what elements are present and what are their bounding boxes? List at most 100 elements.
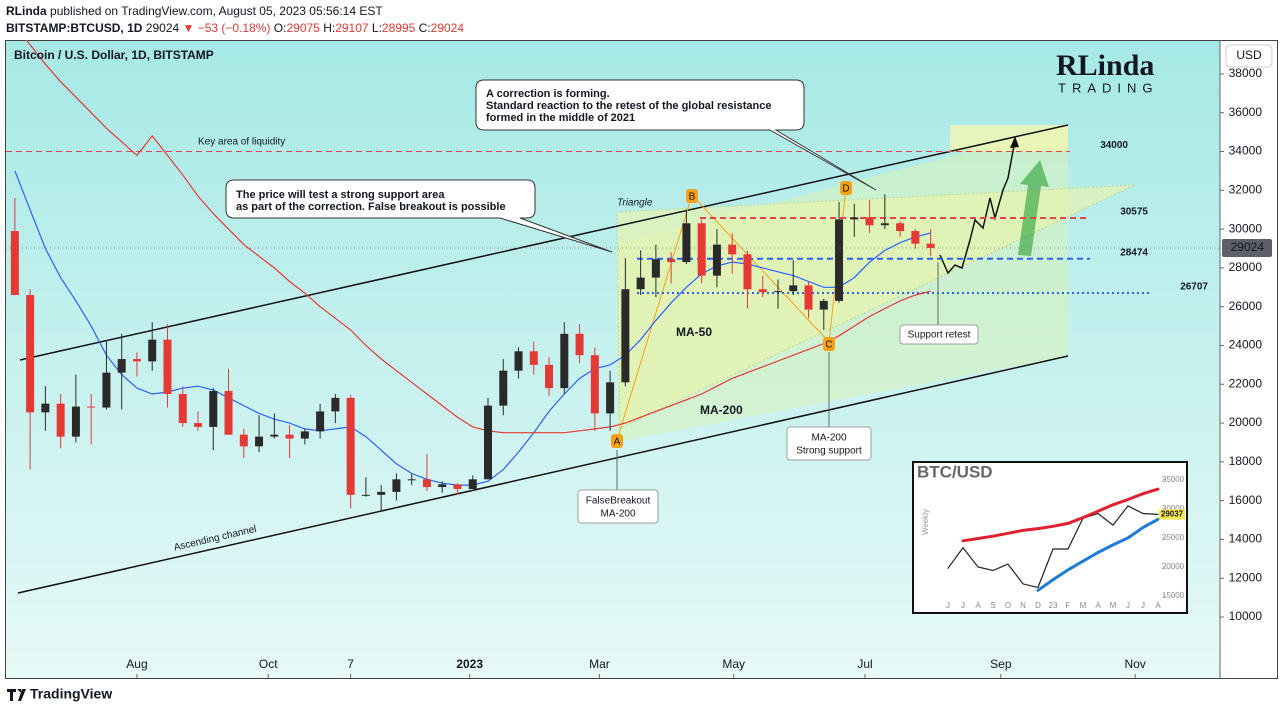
x-tick-label: Oct	[259, 657, 278, 671]
chart-frame	[5, 40, 1278, 679]
inset-y-tick-label: 35000	[1162, 475, 1185, 484]
candle-body	[850, 217, 859, 220]
candle-body	[468, 479, 477, 489]
candle-body	[682, 223, 691, 263]
candle-body	[26, 295, 35, 413]
candle-body	[178, 393, 187, 424]
x-tick-label: Aug	[126, 657, 147, 671]
candle-body	[331, 397, 340, 412]
ohlc-label: H:	[323, 21, 335, 35]
ohlc-value: 29075	[286, 21, 320, 35]
inset-y-tick-label: 15000	[1162, 591, 1185, 600]
candle-body	[636, 277, 645, 290]
ohlc-value: 29107	[335, 21, 369, 35]
candle-body	[712, 244, 721, 276]
candle-body	[132, 359, 141, 362]
candle-body	[621, 289, 630, 383]
forecast-arrowhead	[1010, 136, 1019, 148]
symbol: BITSTAMP:BTCUSD, 1D	[6, 21, 143, 35]
candle-body	[804, 285, 813, 310]
candle-body	[911, 231, 920, 244]
candle-body	[194, 423, 203, 427]
point-label: C	[825, 340, 832, 351]
inset-y-tick-label: 20000	[1162, 562, 1185, 571]
brand-icon	[7, 689, 26, 701]
ohlc-value: 28995	[382, 21, 416, 35]
candle-body	[41, 403, 50, 413]
y-tick-label: 28000	[1229, 260, 1263, 274]
candle-body	[117, 359, 126, 373]
candle-body	[880, 223, 889, 226]
x-tick-label: Sep	[990, 657, 1012, 671]
candle-body	[483, 405, 492, 480]
logo-name: RLinda	[1056, 49, 1154, 82]
point-label: D	[842, 184, 849, 195]
inset-line	[1036, 517, 1160, 592]
inset-x-label: F	[1066, 601, 1071, 610]
inset-x-label: J	[961, 601, 965, 610]
candle-body	[224, 391, 233, 435]
candle-body	[651, 259, 660, 278]
level-label: 28474	[1120, 247, 1148, 258]
candle-body	[316, 411, 325, 432]
inset-x-label: J	[1141, 601, 1145, 610]
candle-body	[545, 364, 554, 389]
inset-x-label: A	[975, 601, 981, 610]
channel-bottom	[17, 355, 1069, 594]
candle-body	[896, 223, 905, 232]
y-tick-label: 38000	[1229, 66, 1263, 80]
candle-body	[148, 339, 157, 362]
candle-body	[209, 391, 218, 427]
inset-line	[961, 487, 1160, 543]
inset-y-tick-label: 25000	[1162, 533, 1185, 542]
liquidity-label: Key area of liquidity	[198, 137, 285, 148]
inset-x-label: D	[1035, 601, 1041, 610]
inset-y-tick-label: 30000	[1162, 504, 1185, 513]
candle-body	[575, 333, 584, 356]
point-badge	[611, 434, 623, 448]
last: 29024	[146, 21, 180, 35]
change: ▼ −53 (−0.18%)	[183, 21, 271, 35]
point-label: A	[614, 437, 621, 448]
ma-line	[25, 40, 931, 434]
callout-text: formed in the middle of 2021	[486, 112, 635, 124]
candle-body	[773, 291, 782, 293]
candle-body	[835, 219, 844, 301]
candle-body	[758, 289, 767, 293]
y-tick-label: 16000	[1229, 493, 1263, 507]
header-line: RLinda published on TradingView.com, Aug…	[6, 4, 383, 18]
point-badge	[823, 337, 835, 351]
candle-body	[346, 397, 355, 495]
candle-body	[300, 431, 309, 439]
candle-body	[514, 351, 523, 371]
candle-body	[926, 243, 935, 249]
x-tick-label: Mar	[589, 657, 610, 671]
inset-x-label: J	[946, 601, 950, 610]
candle-body	[590, 355, 599, 414]
triangle-zone	[616, 184, 1136, 429]
ohlc-value: 29024	[431, 21, 465, 35]
false-breakout: MA-200	[600, 509, 635, 520]
y-tick-label: 10000	[1229, 609, 1263, 623]
strong-support: Strong support	[796, 446, 862, 457]
y-tick-label: 36000	[1229, 105, 1263, 119]
candle-body	[163, 339, 172, 394]
ma50-label: MA-50	[676, 325, 712, 339]
callout	[475, 79, 877, 191]
inset-x-label: A	[1155, 601, 1161, 610]
published: published on TradingView.com, August 05,…	[50, 4, 383, 18]
candle-body	[606, 382, 615, 414]
triangle-label: Triangle	[617, 198, 653, 209]
candle-body	[407, 479, 416, 481]
candle-body	[819, 300, 828, 310]
candle-body	[697, 223, 706, 276]
candle-body	[438, 484, 447, 488]
unit: USD	[1236, 48, 1262, 62]
brand: TradingView	[30, 686, 112, 702]
inset-line	[947, 505, 1159, 589]
inset-title: BTC/USD	[917, 462, 993, 481]
x-tick-label: Jul	[857, 657, 872, 671]
last-price-label: 29024	[1231, 240, 1265, 254]
candle-body	[743, 254, 752, 290]
